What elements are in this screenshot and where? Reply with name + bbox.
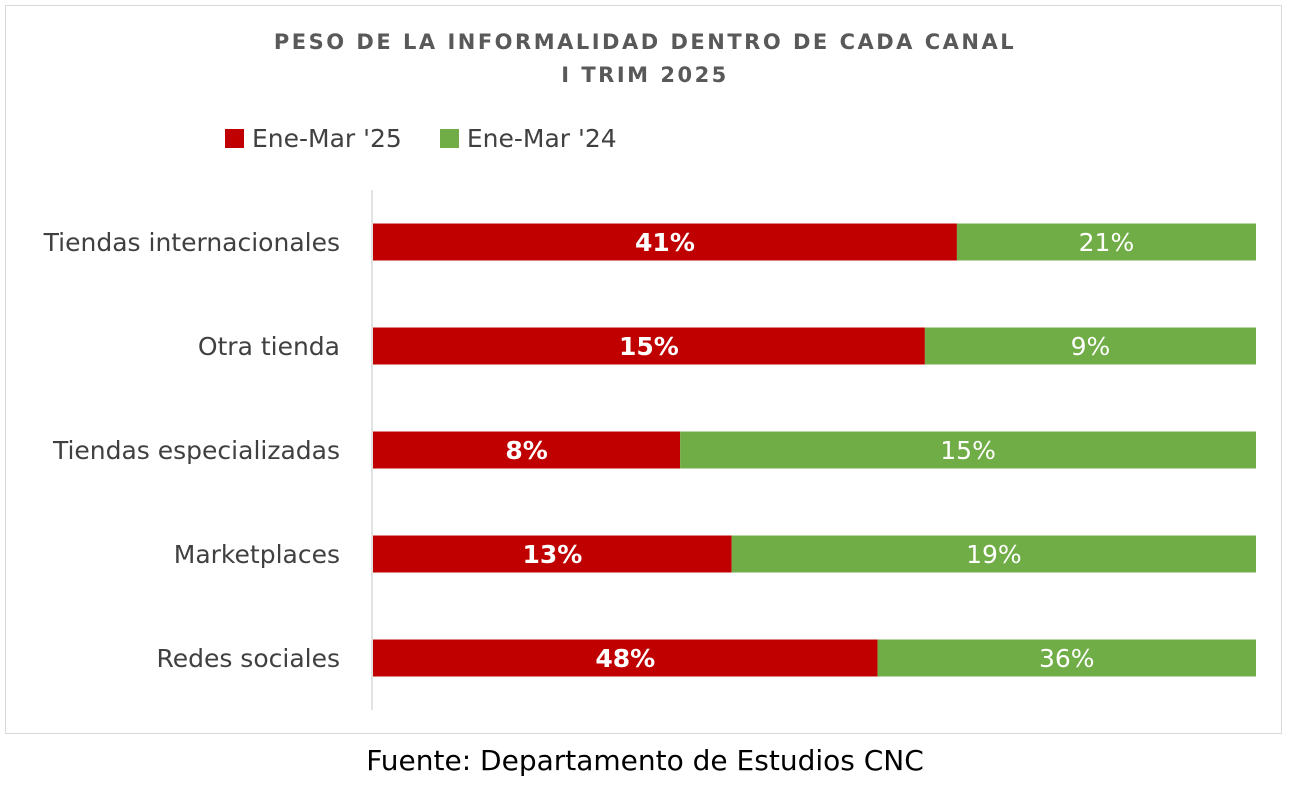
legend-label-series-1: Ene-Mar '25 — [252, 124, 402, 153]
data-label-series-1: 48% — [595, 644, 655, 673]
bar-segment-series-2 — [680, 431, 1256, 469]
data-label-series-2: 9% — [1071, 332, 1111, 361]
bar-segment-series-1 — [373, 431, 681, 469]
data-label-series-2: 19% — [966, 540, 1022, 569]
data-label-series-2: 21% — [1079, 228, 1135, 257]
source-note: Fuente: Departamento de Estudios CNC — [366, 744, 924, 777]
category-label: Marketplaces — [174, 540, 340, 569]
bar-segment-series-1 — [373, 223, 957, 261]
bar-segment-series-2 — [877, 639, 1256, 677]
category-label: Tiendas especializadas — [52, 436, 340, 465]
legend-item-series-1: Ene-Mar '25 — [225, 124, 402, 153]
chart-title-line-1: PESO DE LA INFORMALIDAD DENTRO DE CADA C… — [273, 30, 1017, 54]
data-label-series-1: 13% — [522, 540, 582, 569]
bar-segment-series-2 — [924, 327, 1256, 365]
chart-title-line-2: I TRIM 2025 — [561, 63, 729, 87]
data-label-series-2: 15% — [940, 436, 996, 465]
legend-swatch-series-1 — [225, 129, 244, 148]
bar-segment-series-2 — [956, 223, 1256, 261]
category-label: Otra tienda — [198, 332, 340, 361]
chart-frame — [5, 5, 1282, 734]
legend-label-series-2: Ene-Mar '24 — [466, 124, 617, 153]
bar-segment-series-1 — [373, 327, 925, 365]
category-label: Tiendas internacionales — [43, 228, 340, 257]
data-label-series-2: 36% — [1039, 644, 1095, 673]
data-label-series-1: 41% — [635, 228, 695, 257]
data-label-series-1: 8% — [505, 436, 547, 465]
legend-item-series-2: Ene-Mar '24 — [439, 124, 617, 153]
legend-swatch-series-2 — [439, 129, 459, 148]
data-label-series-1: 15% — [619, 332, 679, 361]
category-label: Redes sociales — [156, 644, 340, 673]
bar-segment-series-2 — [731, 535, 1256, 573]
chart-legend: Ene-Mar '25 Ene-Mar '24 — [225, 124, 655, 153]
bar-segment-series-1 — [373, 535, 732, 573]
bar-segment-series-1 — [373, 639, 878, 677]
